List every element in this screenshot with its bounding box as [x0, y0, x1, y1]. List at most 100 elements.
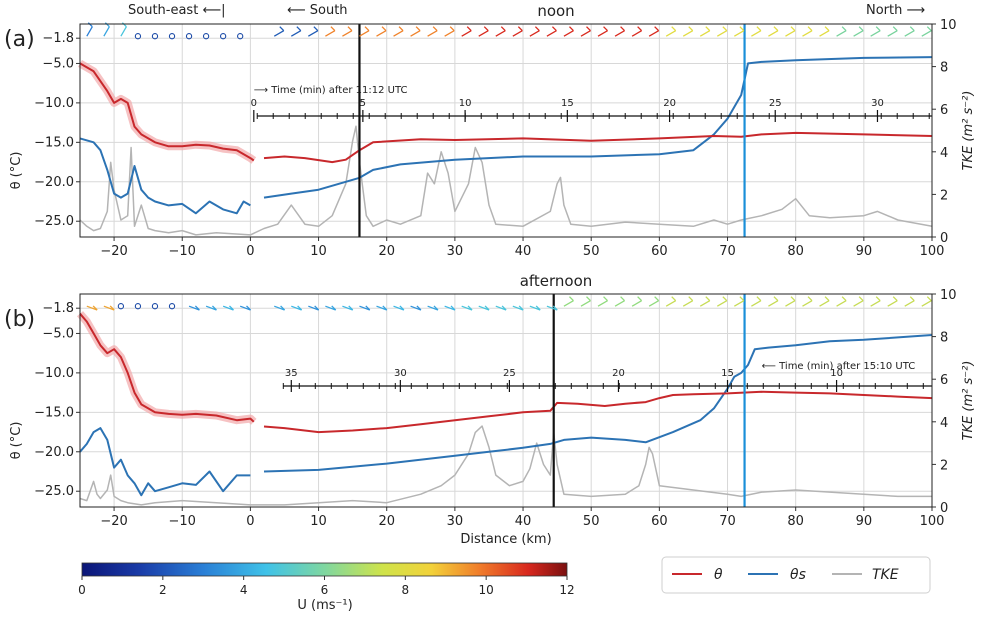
direction-north-label: North ⟶	[866, 3, 925, 18]
y-tick-label: −10.0	[34, 96, 74, 111]
wind-barb	[478, 305, 490, 311]
wind-barb-flag	[364, 26, 370, 32]
wind-barb-flag	[194, 305, 200, 311]
wind-barb	[529, 305, 541, 311]
wind-barb-flag	[534, 26, 540, 32]
colorbar-tick-label: 2	[159, 583, 167, 597]
wind-barb	[870, 300, 881, 307]
wind-barb-flag	[586, 26, 591, 32]
direction-southeast-label: South-east ⟵|	[128, 3, 225, 18]
wind-barb-flag	[382, 305, 388, 311]
wind-barb-flag	[790, 296, 796, 302]
panel-title: noon	[537, 2, 574, 20]
y2-tick-label: 10	[940, 18, 957, 33]
wind-barb-flag	[501, 305, 507, 311]
wind-barb	[563, 30, 574, 37]
wind-barb-flag	[790, 26, 796, 32]
wind-barb	[239, 305, 251, 311]
wind-barb	[682, 30, 694, 37]
wind-barb-flag	[909, 296, 915, 302]
wind-barb	[410, 305, 422, 311]
theta-s-series-line	[263, 334, 933, 473]
wind-barb-flag	[297, 305, 303, 311]
wind-barb-flag	[841, 26, 847, 32]
wind-barb-flag	[705, 26, 711, 32]
tke-series-line	[79, 125, 933, 236]
wind-barb	[342, 305, 353, 311]
x-tick-label: 60	[651, 244, 668, 259]
y-axis-label: θ (°C)	[9, 152, 24, 190]
wind-barb-flag	[552, 305, 558, 311]
colorbar-tick-label: 8	[402, 583, 410, 597]
wind-barb-flag	[313, 26, 319, 32]
wind-barb	[597, 30, 608, 37]
x-tick-label: 100	[920, 244, 945, 259]
wind-barb-flag	[926, 26, 932, 32]
x-tick-label: 0	[246, 244, 254, 259]
wind-barb	[751, 300, 762, 307]
y-tick-label: −15.0	[34, 135, 74, 150]
time-axis-tick-label: 25	[503, 368, 516, 379]
wind-barb	[188, 305, 200, 311]
x-tick-label: 90	[856, 244, 873, 259]
wind-barb-flag	[415, 26, 421, 32]
wind-barb	[86, 305, 98, 311]
wind-barb	[887, 300, 898, 307]
wind-barb	[393, 30, 404, 37]
wind-barb-flag	[892, 296, 898, 302]
legend-theta-s-label: θs	[790, 567, 806, 583]
wind-barb	[376, 30, 387, 37]
wind-barb-flag	[416, 305, 422, 311]
y-tick-label: −25.0	[34, 214, 74, 229]
tke-series-line	[79, 425, 932, 506]
theta-series-line	[263, 131, 933, 164]
y-tick-label: −5.0	[42, 56, 74, 71]
theta-s-series-line	[79, 427, 251, 497]
wind-barb	[546, 30, 557, 37]
x-tick-label: 70	[719, 514, 736, 529]
wind-barb-flag	[517, 26, 523, 32]
wind-barb-flag	[399, 305, 405, 311]
wind-barb-flag	[398, 26, 404, 32]
wind-barb-flag	[909, 26, 915, 32]
wind-barb	[478, 30, 489, 37]
wind-barb-flag	[722, 296, 728, 302]
time-axis-tick-label: 30	[871, 98, 884, 109]
wind-barb-flag	[296, 26, 302, 32]
wind-barb	[222, 305, 234, 311]
wind-barb	[342, 30, 353, 37]
x-tick-label: 10	[310, 514, 327, 529]
y-tick-label: −15.0	[34, 405, 74, 420]
x-tick-label: 20	[378, 244, 395, 259]
wind-barb-flag	[722, 26, 728, 32]
y-tick-label: −5.0	[42, 326, 74, 341]
time-axis-tick-label: 20	[612, 368, 625, 379]
wind-barb	[836, 300, 847, 307]
wind-barb-flag	[654, 296, 660, 302]
wind-barb-flag	[603, 296, 609, 302]
wind-barb-flag	[449, 26, 455, 32]
plot-frame	[79, 293, 933, 508]
y2-tick-label: 4	[940, 416, 948, 431]
wind-barb	[427, 30, 438, 37]
wind-barb	[563, 300, 574, 307]
wind-barb-flag	[109, 305, 115, 311]
time-axis-tick-label: 25	[769, 98, 782, 109]
wind-barb	[614, 300, 625, 307]
y2-tick-label: 6	[940, 373, 948, 388]
wind-calm-marker	[168, 33, 176, 40]
wind-barb-flag	[467, 305, 473, 311]
wind-barb-flag	[466, 26, 472, 32]
wind-barb-flag	[739, 296, 745, 302]
wind-barb	[716, 300, 728, 307]
x-tick-label: 40	[515, 244, 532, 259]
wind-barb-flag	[347, 26, 353, 32]
x-tick-label: −10	[169, 514, 196, 529]
wind-barb	[785, 300, 796, 307]
wind-barb-flag	[671, 26, 677, 32]
wind-barb	[768, 30, 779, 37]
wind-barb	[308, 30, 319, 37]
wind-barb-flag	[688, 26, 694, 32]
wind-barb-flag	[892, 26, 898, 32]
wind-barb-flag	[483, 26, 489, 32]
